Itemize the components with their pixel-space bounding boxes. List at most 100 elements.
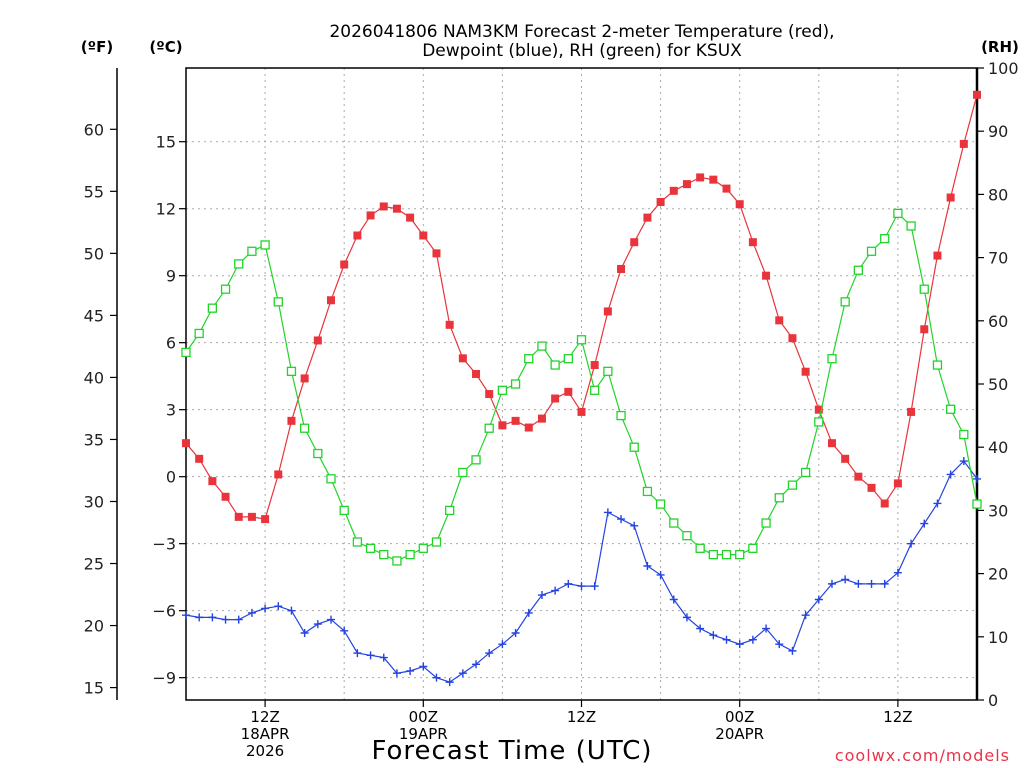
rh-tick-label: 60 [988,312,1008,331]
data-point [261,604,270,613]
celsius-tick-label: −9 [152,669,176,688]
data-point [287,416,296,425]
data-point [906,221,916,231]
data-point [550,360,560,370]
fahrenheit-unit-label: (ºF) [81,38,113,56]
celsius-axis: 15 12 9 6 3 0 −3 −6 −9 [152,133,186,688]
data-point [340,260,349,269]
rh-tick-label: 10 [988,628,1008,647]
data-point [445,678,454,687]
data-point [695,543,705,553]
series-temperature [182,90,981,524]
data-point [761,518,771,528]
data-point [841,575,850,584]
data-point [537,414,546,423]
data-point [788,334,797,343]
data-point [286,366,297,377]
data-point [261,515,270,524]
data-point [379,202,388,211]
series-relative-humidity [181,208,982,566]
data-point [432,249,441,258]
data-point [735,200,744,209]
data-point [432,673,441,682]
data-point [682,180,691,189]
data-point [590,582,599,591]
data-point [472,660,481,669]
data-point [551,586,560,595]
data-point [801,611,810,620]
data-point [669,518,679,528]
data-point [933,499,942,508]
data-point [247,512,256,521]
rh-tick-label: 20 [988,565,1008,584]
data-point [392,204,401,213]
data-point [748,238,757,247]
data-point [497,385,508,395]
data-point [655,499,666,509]
fahrenheit-tick-label: 60 [84,120,104,139]
data-point [629,442,639,452]
data-point [656,197,665,206]
data-point [207,303,218,313]
data-point [208,613,217,622]
credit-text: coolwx.com/models [835,746,1010,765]
data-point [933,251,942,260]
data-point [722,184,731,193]
data-point [853,265,863,275]
data-point [920,519,929,528]
time-tick-label: 12Z [567,708,596,726]
celsius-tick-label: 3 [166,401,176,420]
fahrenheit-tick-label: 40 [84,368,104,387]
data-point [893,568,902,577]
data-point [827,439,836,448]
data-point [696,624,705,633]
data-point [669,595,678,604]
data-point [472,369,481,378]
data-point [537,341,547,351]
data-point [762,624,771,633]
data-point [392,669,401,678]
data-point [907,407,916,416]
data-point [366,651,375,660]
celsius-tick-label: −3 [152,535,176,554]
data-point [907,539,916,548]
data-point [682,613,691,622]
data-point [485,390,494,399]
data-point [590,385,600,395]
data-point [195,454,204,463]
data-point [379,549,389,560]
celsius-tick-label: −6 [152,602,176,621]
data-point [340,626,349,635]
fahrenheit-tick-label: 20 [84,617,104,636]
data-point [893,479,902,488]
data-point [511,629,520,638]
data-point [419,231,428,240]
celsius-tick-label: 0 [166,468,176,487]
data-point [339,505,349,516]
data-point [418,543,428,553]
grid-lines [186,68,977,700]
data-point [234,512,243,521]
data-point [801,367,810,376]
data-point [893,208,903,219]
data-point [208,477,217,486]
rh-tick-label: 40 [988,438,1008,457]
data-point [814,417,824,427]
fahrenheit-tick-label: 15 [84,679,104,698]
data-point [524,423,533,432]
fahrenheit-tick-label: 35 [84,430,104,449]
celsius-unit-label: (ºC) [149,38,182,56]
data-point [656,570,665,579]
data-point [181,347,191,358]
fahrenheit-tick-label: 25 [84,555,104,574]
data-point [880,499,889,508]
rh-tick-label: 90 [988,122,1008,141]
data-point [524,608,533,617]
data-point [247,608,256,617]
data-point [946,193,955,202]
data-point [590,361,599,370]
data-point [419,662,428,671]
rh-tick-label: 70 [988,249,1008,268]
data-point [630,521,639,530]
